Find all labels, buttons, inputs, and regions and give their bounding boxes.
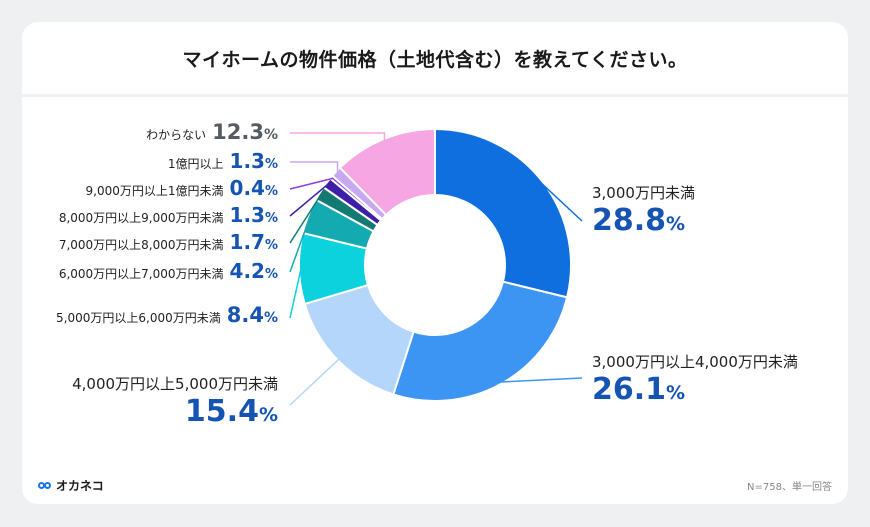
slice-value: 8.4 <box>226 303 264 327</box>
label-slice-9: わからない 12.3% <box>146 120 278 144</box>
leader-line-5 <box>289 193 322 244</box>
label-slice-2: 4,000万円以上5,000万円未満 15.4% <box>72 373 278 429</box>
slice-label: 8,000万円以上9,000万円未満 <box>58 211 224 225</box>
percent-sign: % <box>263 310 278 326</box>
donut-slice-9 <box>338 127 436 217</box>
slice-value: 0.4 <box>229 176 265 200</box>
leader-line-0 <box>539 181 583 222</box>
percent-sign: % <box>264 211 278 226</box>
slice-label: 3,000万円以上4,000万円未満 <box>592 353 798 371</box>
slice-value: 15.4 <box>184 394 259 429</box>
leader-line-4 <box>289 216 311 273</box>
sample-note: N=758、単一回答 <box>747 482 832 493</box>
slice-label: 4,000万円以上5,000万円未満 <box>72 375 278 393</box>
chart-title: マイホームの物件価格（土地代含む）を教えてください。 <box>182 48 688 71</box>
leader-line-6 <box>289 183 329 217</box>
percent-sign: % <box>258 404 278 426</box>
slice-label: 9,000万円以上1億円未満 <box>85 184 224 198</box>
slice-label: 6,000万円以上7,000万円未満 <box>58 267 224 281</box>
slice-label: 7,000万円以上8,000万円未満 <box>58 238 224 252</box>
slice-label: 3,000万円未満 <box>592 184 695 202</box>
okaneko-logo-icon <box>38 481 52 491</box>
label-slice-1: 3,000万円以上4,000万円未満 26.1% <box>592 351 798 407</box>
leader-line-3 <box>289 268 302 319</box>
slice-label: 5,000万円以上6,000万円未満 <box>56 311 221 325</box>
leader-line-7 <box>289 177 333 190</box>
title-divider <box>22 94 848 97</box>
slice-value: 1.3 <box>229 203 265 227</box>
leader-line-2 <box>289 358 340 406</box>
slice-value: 28.8 <box>592 203 667 238</box>
label-slice-4: 6,000万円以上7,000万円未満 4.2% <box>59 259 278 283</box>
chart-card: マイホームの物件価格（土地代含む）を教えてください。 3,000万円未満 28.… <box>22 22 848 504</box>
donut-slice-2 <box>303 283 415 396</box>
label-slice-7: 9,000万円以上1億円未満 0.4% <box>86 176 278 200</box>
percent-sign: % <box>666 213 686 235</box>
percent-sign: % <box>264 157 278 172</box>
brand-logo: オカネコ <box>38 477 104 494</box>
label-slice-5: 7,000万円以上8,000万円未満 1.7% <box>59 230 278 254</box>
slice-label: 1億円以上 <box>167 157 224 171</box>
donut-slice-1 <box>392 280 569 402</box>
percent-sign: % <box>264 184 278 199</box>
leader-line-9 <box>290 132 386 141</box>
slice-value: 1.7 <box>229 230 265 254</box>
leader-line-8 <box>290 161 339 174</box>
label-slice-0: 3,000万円未満 28.8% <box>592 182 695 238</box>
slice-value: 1.3 <box>229 149 265 173</box>
label-slice-3: 5,000万円以上6,000万円未満 8.4% <box>56 303 278 327</box>
percent-sign: % <box>666 382 686 404</box>
brand-name: オカネコ <box>56 479 104 493</box>
slice-label: わからない <box>146 128 207 142</box>
donut-slice-0 <box>434 127 572 299</box>
slice-value: 4.2 <box>229 259 265 283</box>
slice-value: 26.1 <box>592 372 667 407</box>
percent-sign: % <box>264 267 278 282</box>
slice-value: 12.3 <box>212 120 264 144</box>
label-slice-8: 1億円以上 1.3% <box>168 149 278 173</box>
percent-sign: % <box>264 238 278 253</box>
donut-chart <box>289 127 583 406</box>
leader-line-1 <box>500 377 583 383</box>
percent-sign: % <box>263 127 278 143</box>
label-slice-6: 8,000万円以上9,000万円未満 1.3% <box>59 203 278 227</box>
